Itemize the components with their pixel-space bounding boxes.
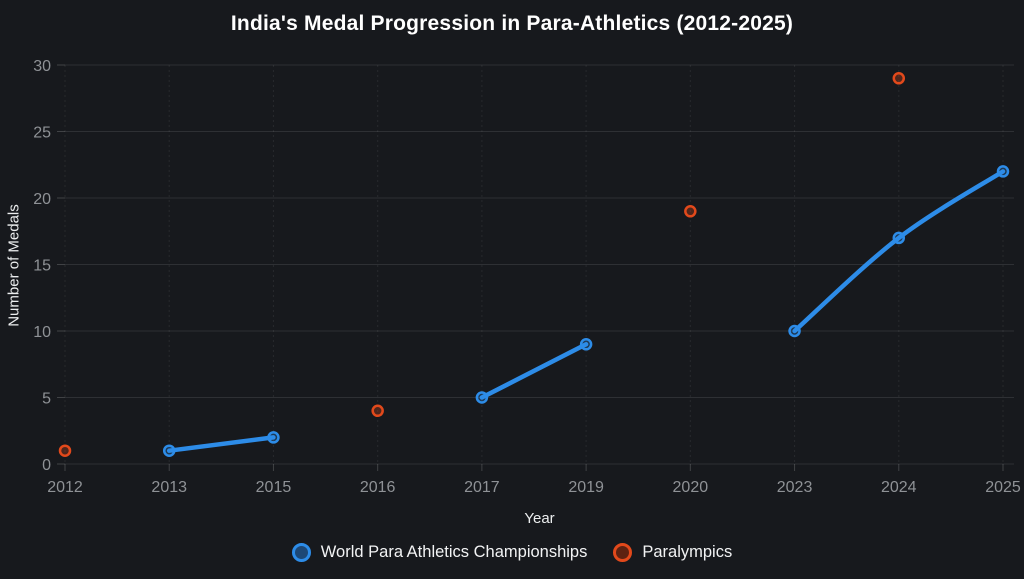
series-line — [479, 342, 589, 400]
series-line — [166, 435, 276, 453]
y-axis-title: Number of Medals — [5, 204, 23, 327]
x-tick-label: 2025 — [985, 479, 1021, 496]
x-tick-label: 2019 — [568, 479, 604, 496]
data-point[interactable] — [996, 165, 1010, 178]
x-tick-label: 2017 — [464, 479, 500, 496]
data-point[interactable] — [684, 205, 697, 218]
x-tick-label: 2016 — [360, 479, 396, 496]
x-axis-title: Year — [524, 510, 555, 527]
x-tick-label: 2024 — [881, 479, 917, 496]
data-point[interactable] — [892, 72, 906, 85]
data-point[interactable] — [58, 444, 72, 457]
chart-legend: World Para Athletics Championships Paraly… — [0, 543, 1024, 562]
data-point[interactable] — [892, 231, 906, 245]
x-tick-label: 2013 — [151, 479, 187, 496]
y-tick-label: 10 — [33, 324, 51, 341]
legend-label: World Para Athletics Championships — [320, 543, 588, 561]
data-point[interactable] — [475, 391, 489, 404]
chart-title: India's Medal Progression in Para-Athlet… — [230, 12, 794, 35]
legend-label: Paralympics — [642, 543, 733, 561]
x-tick-label: 2015 — [256, 479, 292, 496]
y-tick-label: 25 — [33, 125, 51, 142]
y-tick-label: 15 — [33, 258, 51, 275]
x-tick-label: 2023 — [777, 479, 813, 496]
data-point[interactable] — [267, 431, 280, 444]
x-tick-label: 2020 — [673, 479, 709, 496]
data-point[interactable] — [788, 324, 801, 338]
y-tick-label: 20 — [33, 191, 51, 208]
y-tick-label: 0 — [42, 457, 51, 474]
y-tick-label: 5 — [42, 391, 51, 408]
data-point[interactable] — [579, 338, 593, 351]
legend-marker-icon — [291, 543, 311, 562]
y-tick-label: 30 — [33, 58, 51, 75]
legend-item[interactable]: World Para Athletics Championships — [291, 543, 588, 562]
legend-item[interactable]: Paralympics — [613, 543, 732, 562]
data-point[interactable] — [371, 404, 384, 418]
data-point[interactable] — [162, 444, 176, 457]
x-tick-label: 2012 — [47, 479, 83, 496]
legend-marker-icon — [613, 543, 633, 562]
series-line — [792, 169, 1006, 334]
